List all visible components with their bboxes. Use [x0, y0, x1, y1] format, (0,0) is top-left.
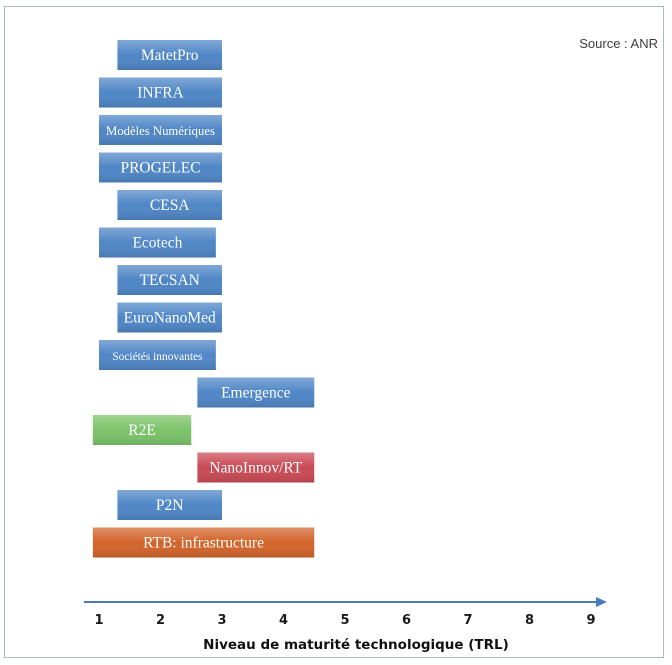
- x-tick-label: 2: [156, 613, 165, 628]
- x-tick-label: 7: [463, 613, 472, 628]
- x-axis-arrow: [596, 597, 607, 607]
- bar-matetpro: MatetPro: [117, 40, 222, 70]
- bar-label: Emergence: [221, 385, 291, 402]
- bar-label: Ecotech: [132, 235, 182, 252]
- bar-label: CESA: [150, 197, 190, 214]
- bar-shading: [117, 190, 222, 220]
- x-tick-label: 8: [525, 613, 534, 628]
- bar-label: RTB: infrastructure: [143, 535, 264, 552]
- bar-shading: [197, 452, 315, 483]
- bar-shading: [117, 40, 222, 70]
- x-tick-label: 1: [94, 613, 103, 628]
- bar-shading: [99, 227, 216, 258]
- bar-mod-les-num-riques: Modèles Numériques: [99, 115, 222, 145]
- x-axis: [84, 597, 607, 607]
- bars-group: MatetPro INFRA Modèles Numériques PROGELEC C…: [92, 40, 315, 558]
- bar-nanoinnov-rt: NanoInnov/RT: [197, 452, 315, 483]
- bar-shading: [117, 265, 222, 295]
- bar-ecotech: Ecotech: [99, 227, 216, 258]
- bar-shading: [92, 527, 315, 558]
- bar-label: Modèles Numériques: [106, 124, 215, 138]
- bar-label: P2N: [156, 497, 184, 514]
- bar-shading: [99, 152, 222, 183]
- bar-label: MatetPro: [141, 47, 199, 64]
- x-axis-label: Niveau de maturité technologique (TRL): [203, 637, 509, 653]
- source-note: Source : ANR: [579, 36, 658, 51]
- bar-infra: INFRA: [99, 77, 222, 108]
- bar-emergence: Emergence: [197, 377, 315, 408]
- bar-p2n: P2N: [117, 490, 222, 520]
- bar-shading: [117, 490, 222, 520]
- bar-r2e: R2E: [92, 415, 192, 445]
- bar-tecsan: TECSAN: [117, 265, 222, 295]
- x-tick-label: 4: [279, 613, 288, 628]
- bar-rtb-infrastructure: RTB: infrastructure: [92, 527, 315, 558]
- bar-cesa: CESA: [117, 190, 222, 220]
- bar-shading: [92, 415, 192, 445]
- bar-shading: [99, 77, 222, 108]
- bar-shading: [117, 302, 222, 333]
- bar-soci-t-s-innovantes: Sociétés innovantes: [99, 340, 216, 370]
- bar-label: INFRA: [137, 85, 184, 102]
- bar-label: R2E: [128, 422, 156, 439]
- bar-shading: [99, 340, 216, 370]
- bar-label: Sociétés innovantes: [112, 351, 203, 363]
- bar-shading: [99, 115, 222, 145]
- bar-shading: [197, 377, 315, 408]
- x-tick-label: 6: [402, 613, 411, 628]
- bar-label: TECSAN: [140, 272, 200, 289]
- bar-euronanomed: EuroNanoMed: [117, 302, 222, 333]
- bar-label: PROGELEC: [120, 160, 200, 177]
- x-tick-label: 9: [586, 613, 595, 628]
- bar-progelec: PROGELEC: [99, 152, 222, 183]
- bar-label: EuroNanoMed: [124, 310, 216, 327]
- x-tick-labels: 1 2 3 4 5 6 7 8 9: [94, 613, 595, 628]
- x-tick-label: 3: [217, 613, 226, 628]
- bar-label: NanoInnov/RT: [209, 460, 302, 477]
- x-tick-label: 5: [340, 613, 349, 628]
